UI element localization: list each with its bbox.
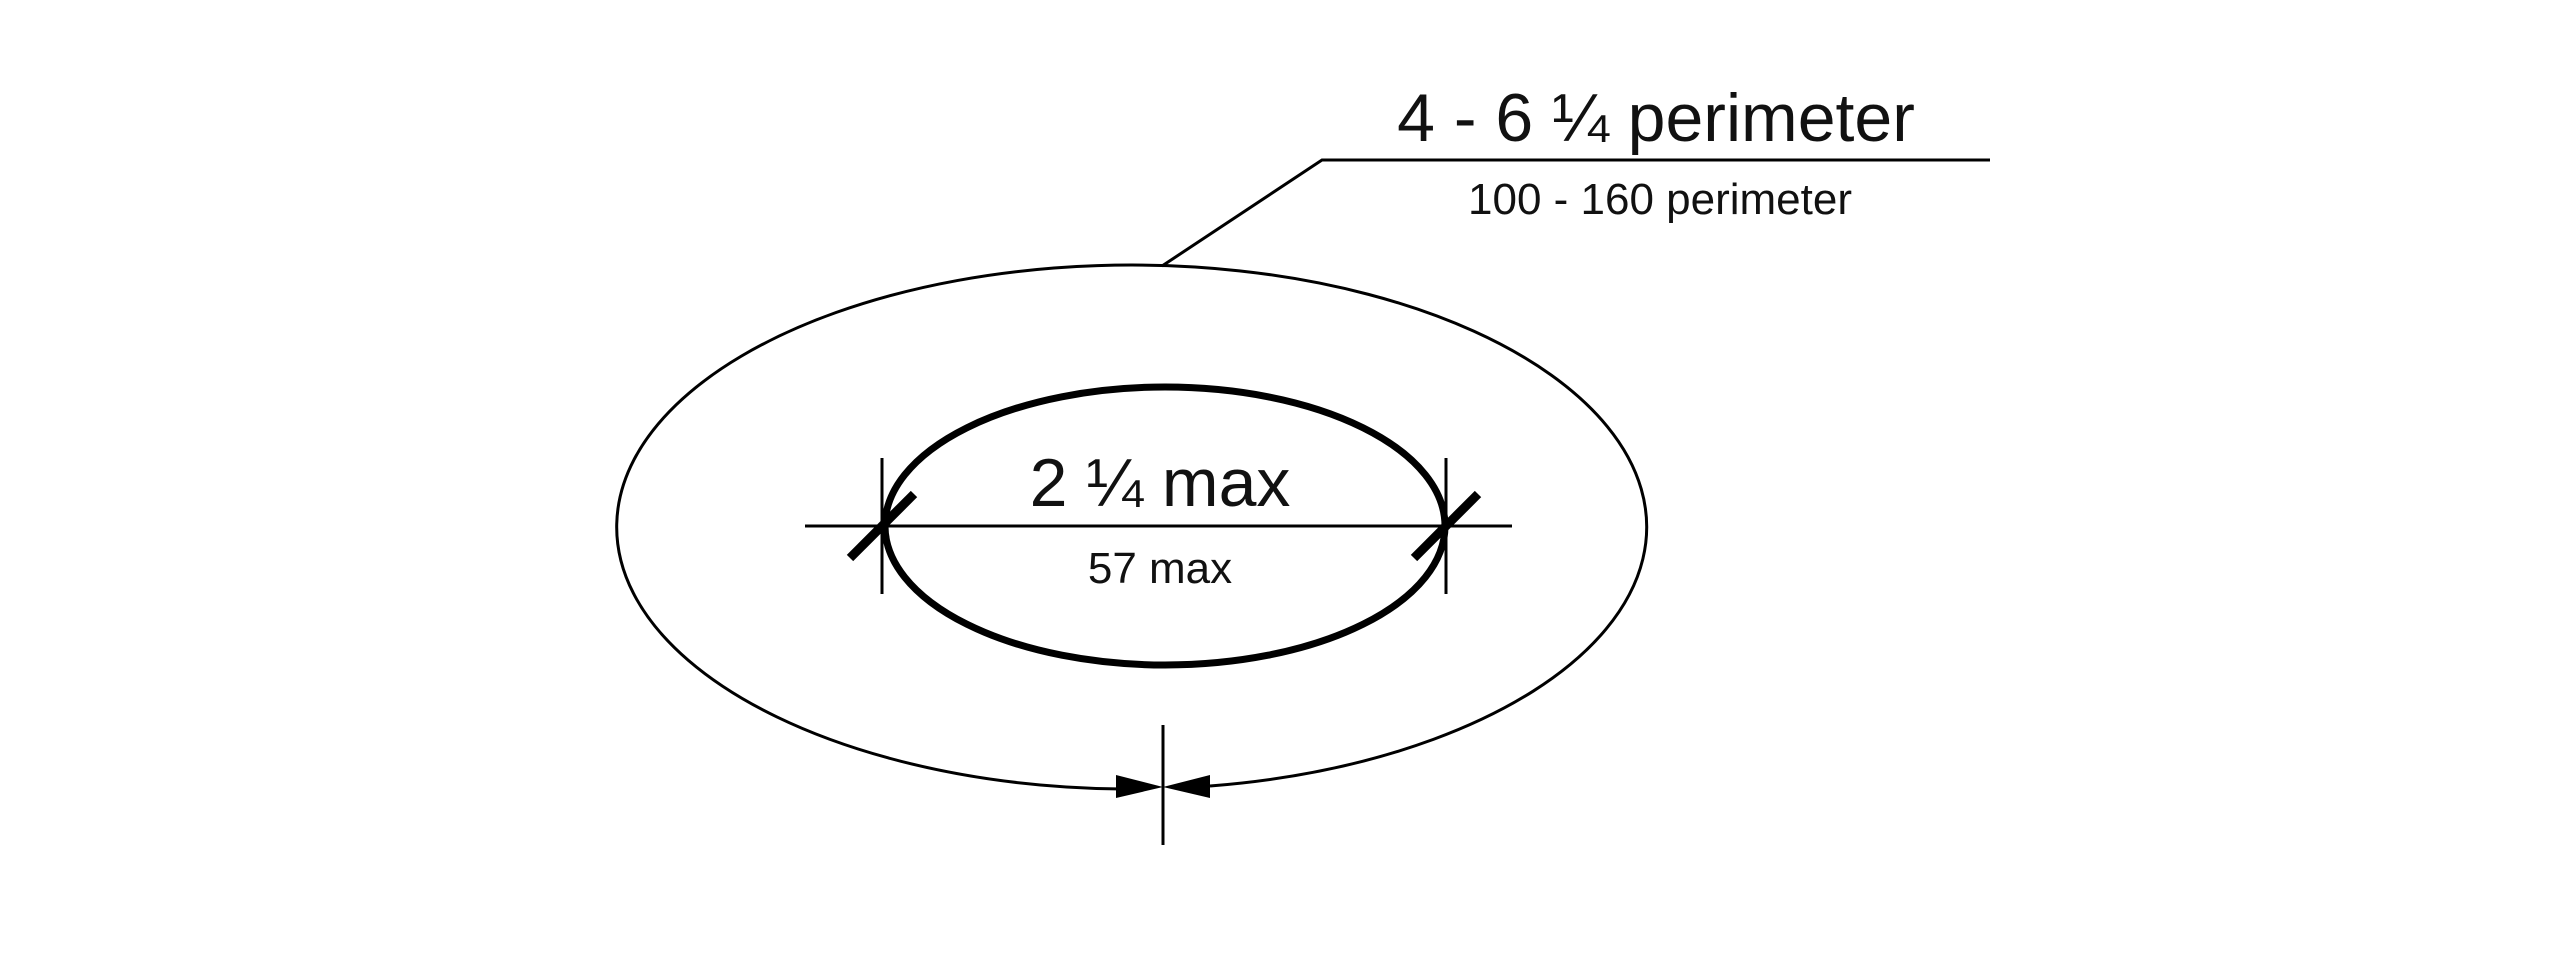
perimeter-leader-line	[1161, 158, 1990, 268]
perimeter-label-inches: 4 - 6 ¼ perimeter	[1397, 80, 1915, 156]
width-tick-right	[1410, 490, 1482, 562]
width-label-inches: 2 ¼ max	[1030, 445, 1291, 521]
perimeter-label-mm: 100 - 160 perimeter	[1468, 175, 1852, 224]
width-label-mm: 57 max	[1088, 544, 1232, 593]
perimeter-arrow-left	[1116, 775, 1163, 798]
perimeter-arrow-right	[1163, 775, 1210, 798]
outer-perimeter-ellipse	[615, 263, 1649, 791]
width-tick-left	[846, 490, 918, 562]
